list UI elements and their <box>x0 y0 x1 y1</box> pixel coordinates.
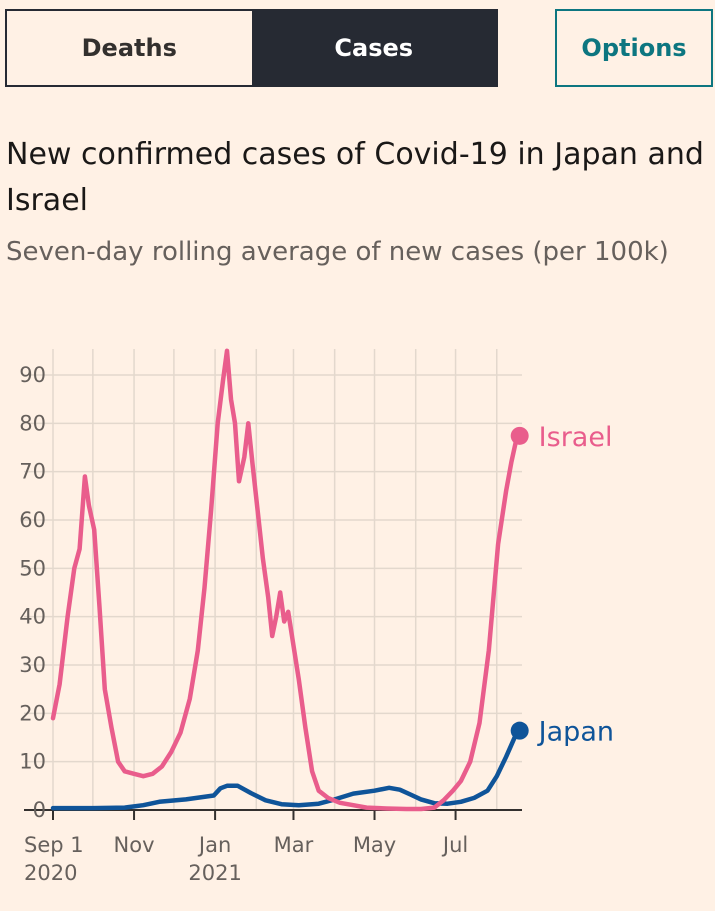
y-tick-label: 10 <box>19 750 46 774</box>
options-button[interactable]: Options <box>555 9 713 87</box>
y-tick-label: 50 <box>19 556 46 580</box>
y-tick-label: 0 <box>33 798 46 822</box>
x-tick-sublabel: 2020 <box>24 861 77 885</box>
tab-deaths[interactable]: Deaths <box>7 11 252 85</box>
x-tick-sublabel: 2021 <box>188 861 241 885</box>
series-label-israel: Israel <box>539 422 613 453</box>
x-tick-label: Nov <box>114 833 155 857</box>
y-tick-label: 30 <box>19 653 46 677</box>
x-tick-label: Mar <box>274 833 314 857</box>
chart-metric-tabs: Deaths Cases <box>5 9 498 87</box>
y-tick-label: 80 <box>19 411 46 435</box>
series-end-marker-japan <box>510 721 529 740</box>
y-tick-label: 70 <box>19 460 46 484</box>
y-tick-label: 60 <box>19 508 46 532</box>
series-line-israel <box>50 348 519 812</box>
x-tick-label: Jul <box>441 833 468 857</box>
x-tick-label: May <box>353 833 396 857</box>
series-end-marker-israel <box>510 426 529 445</box>
chart-title: New confirmed cases of Covid-19 in Japan… <box>6 137 704 218</box>
y-tick-label: 90 <box>19 363 46 387</box>
x-tick-label: Jan <box>197 833 231 857</box>
y-tick-label: 40 <box>19 605 46 629</box>
series-layer <box>50 348 529 812</box>
chart-subtitle: Seven-day rolling average of new cases (… <box>6 237 669 267</box>
grid <box>24 349 522 820</box>
series-label-japan: Japan <box>537 717 614 748</box>
y-tick-label: 20 <box>19 701 46 725</box>
x-tick-label: Sep 1 <box>24 833 84 857</box>
label-layer: 0 10 20 30 40 50 60 70 80 90 Sep 1 2020 Nov Jan 2021 Ma… <box>19 363 614 885</box>
tab-cases[interactable]: Cases <box>251 11 496 85</box>
